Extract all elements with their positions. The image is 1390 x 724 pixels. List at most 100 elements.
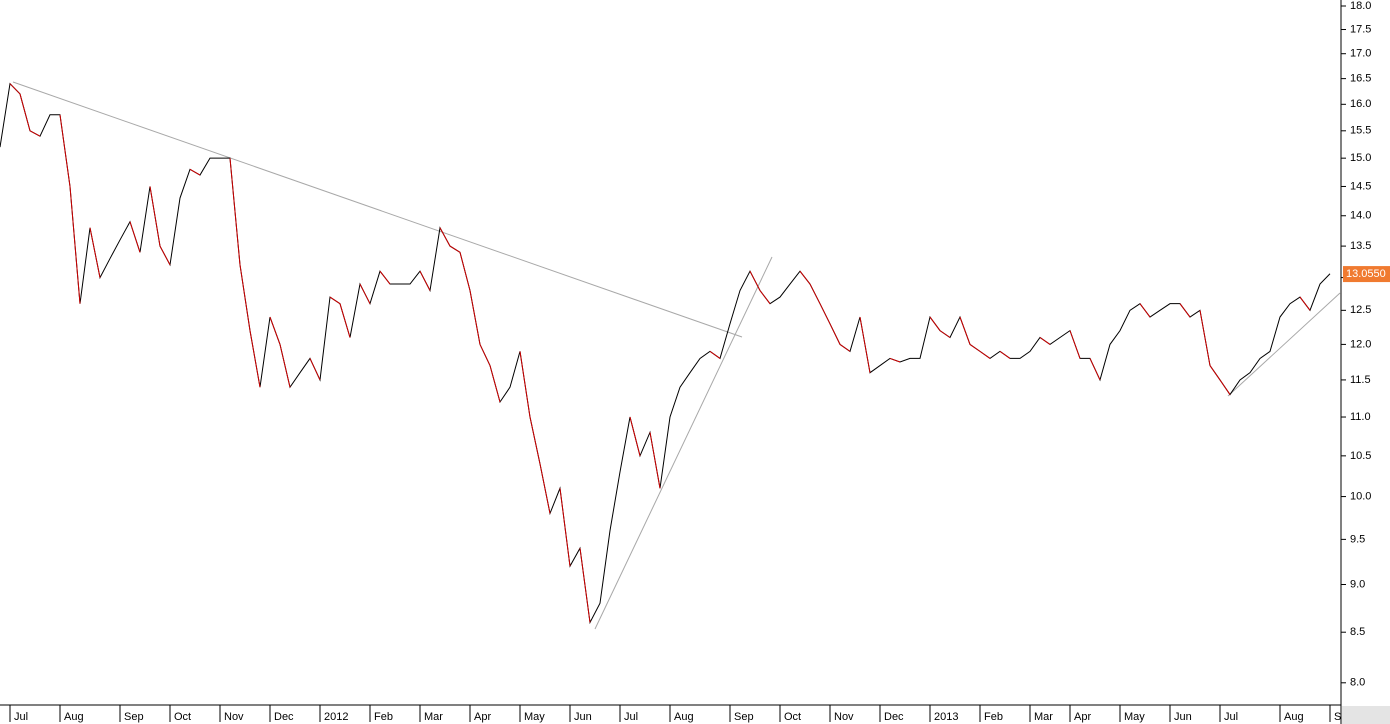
y-tick-label: 11.5: [1350, 374, 1371, 386]
x-tick-label: Aug: [64, 711, 84, 723]
down-segment: [449, 245, 461, 253]
down-segment: [829, 323, 841, 345]
down-segment: [999, 350, 1011, 359]
down-segment: [529, 416, 541, 464]
x-tick-label: Apr: [474, 711, 491, 723]
down-segment: [1069, 330, 1081, 359]
x-tick-label: May: [524, 711, 545, 723]
down-segment: [809, 283, 821, 304]
x-tick-label: Apr: [1074, 711, 1091, 723]
down-segment: [339, 303, 351, 338]
down-segment: [249, 330, 261, 388]
x-tick-label: Nov: [224, 711, 244, 723]
down-segment: [479, 344, 491, 366]
down-segment: [1089, 358, 1101, 381]
down-segment: [459, 252, 471, 291]
trend-line: [594, 256, 773, 630]
down-segment: [149, 186, 161, 247]
y-tick-label: 16.0: [1350, 98, 1371, 110]
x-tick-label: Dec: [884, 711, 904, 723]
down-segment: [19, 93, 31, 131]
down-segment: [469, 290, 481, 345]
x-tick-label: Nov: [834, 711, 854, 723]
y-tick-label: 8.5: [1350, 626, 1365, 638]
down-segment: [649, 432, 661, 489]
x-tick-label: Jul: [624, 711, 638, 723]
x-tick-label: Feb: [374, 711, 393, 723]
corner-box: [1342, 706, 1390, 724]
down-segment: [889, 357, 901, 363]
down-segment: [1039, 337, 1051, 345]
y-tick-label: 8.0: [1350, 677, 1365, 689]
down-segment: [519, 351, 531, 418]
price-line: [0, 82, 1331, 625]
down-segment: [439, 227, 451, 247]
down-segment: [159, 245, 171, 266]
y-tick-label: 9.0: [1350, 578, 1365, 590]
y-tick-label: 12.5: [1350, 304, 1371, 316]
down-segment: [59, 114, 71, 187]
trend-line: [12, 81, 743, 338]
y-tick-label: 11.0: [1350, 411, 1371, 423]
down-segment: [229, 158, 241, 265]
x-tick-label: Jun: [1174, 711, 1192, 723]
y-tick-label: 10.0: [1350, 490, 1371, 502]
x-tick-label: 2012: [324, 711, 348, 723]
y-tick-label: 18.0: [1350, 0, 1371, 12]
down-segment: [189, 168, 201, 176]
last-price-label: 13.0550: [1346, 268, 1386, 280]
down-segment: [969, 343, 981, 352]
y-tick-label: 17.0: [1350, 48, 1371, 60]
down-segment: [309, 358, 321, 381]
y-tick-label: 9.5: [1350, 533, 1365, 545]
down-segment: [539, 463, 551, 514]
down-segment: [489, 365, 501, 403]
down-segment: [269, 316, 281, 345]
y-tick-label: 17.5: [1350, 23, 1371, 35]
x-tick-label: Sep: [124, 711, 144, 723]
x-tick-label: Mar: [1034, 711, 1053, 723]
down-segment: [379, 270, 391, 285]
y-tick-label: 15.0: [1350, 152, 1371, 164]
down-segment: [239, 264, 251, 331]
down-segment: [819, 303, 831, 325]
y-tick-label: 14.0: [1350, 210, 1371, 222]
x-tick-label: Jun: [574, 711, 592, 723]
x-tick-label: May: [1124, 711, 1145, 723]
y-tick-label: 15.5: [1350, 125, 1371, 137]
down-segment: [359, 283, 371, 304]
x-tick-label: Aug: [1284, 711, 1304, 723]
down-segment: [69, 186, 81, 304]
x-tick-label: 2013: [934, 711, 958, 723]
down-segment: [29, 130, 41, 137]
y-tick-label: 16.5: [1350, 73, 1371, 85]
y-tick-label: 14.5: [1350, 180, 1371, 192]
down-segment: [959, 316, 971, 345]
down-segment: [1209, 365, 1221, 381]
down-segment: [9, 83, 21, 95]
y-tick-label: 10.5: [1350, 450, 1371, 462]
x-tick-label: S: [1334, 711, 1341, 723]
down-segment: [1299, 296, 1311, 311]
down-segment: [129, 221, 141, 253]
down-segment: [929, 316, 941, 331]
down-segment: [859, 316, 871, 373]
down-segment: [939, 330, 951, 338]
last-price-box: [1343, 266, 1390, 283]
x-tick-label: Dec: [274, 711, 294, 723]
trend-line: [1227, 292, 1341, 397]
down-segment: [1199, 310, 1211, 366]
y-tick-label: 12.0: [1350, 338, 1371, 350]
down-segment: [749, 270, 761, 291]
down-segment: [1139, 303, 1151, 318]
x-tick-label: Sep: [734, 711, 754, 723]
down-segment: [579, 548, 591, 623]
down-segment: [759, 290, 771, 304]
x-tick-label: Feb: [984, 711, 1003, 723]
down-segment: [279, 344, 291, 388]
down-segment: [709, 350, 721, 359]
x-tick-label: Mar: [424, 711, 443, 723]
down-segment: [799, 270, 811, 285]
